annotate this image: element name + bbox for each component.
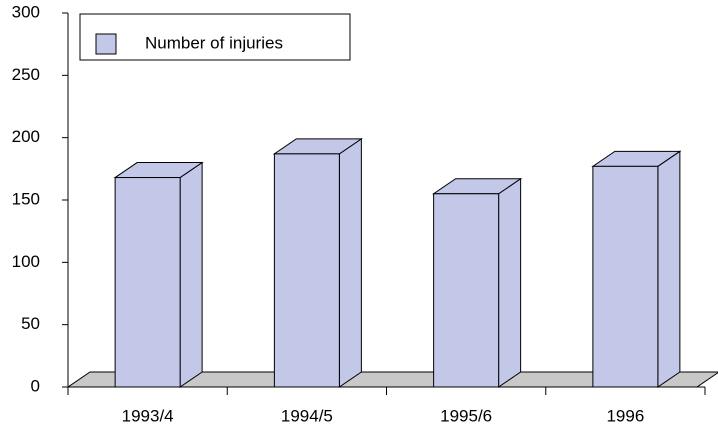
y-tick-label: 100: [12, 252, 40, 271]
x-tick-label: 1995/6: [440, 406, 492, 425]
x-tick-label: 1994/5: [281, 406, 333, 425]
bar: [433, 193, 500, 388]
y-tick-label: 200: [12, 127, 40, 146]
x-tick-label: 1996: [606, 406, 644, 425]
y-tick-label: 50: [21, 314, 40, 333]
y-tick-label: 150: [12, 189, 40, 208]
bar-side: [498, 177, 522, 388]
legend-label: Number of injuries: [145, 33, 283, 52]
legend-swatch: [95, 33, 117, 55]
y-tick-label: 0: [31, 376, 40, 395]
y-tick-label: 250: [12, 65, 40, 84]
bar-side: [338, 137, 362, 388]
y-tick-label: 300: [12, 2, 40, 21]
legend: Number of injuries: [79, 13, 351, 61]
bar: [114, 177, 181, 388]
x-tick-label: 1993/4: [122, 406, 174, 425]
legend-box: [79, 13, 351, 61]
bar: [592, 165, 659, 388]
bar-side: [657, 150, 681, 388]
bar: [273, 153, 340, 388]
bar-side: [179, 161, 203, 388]
